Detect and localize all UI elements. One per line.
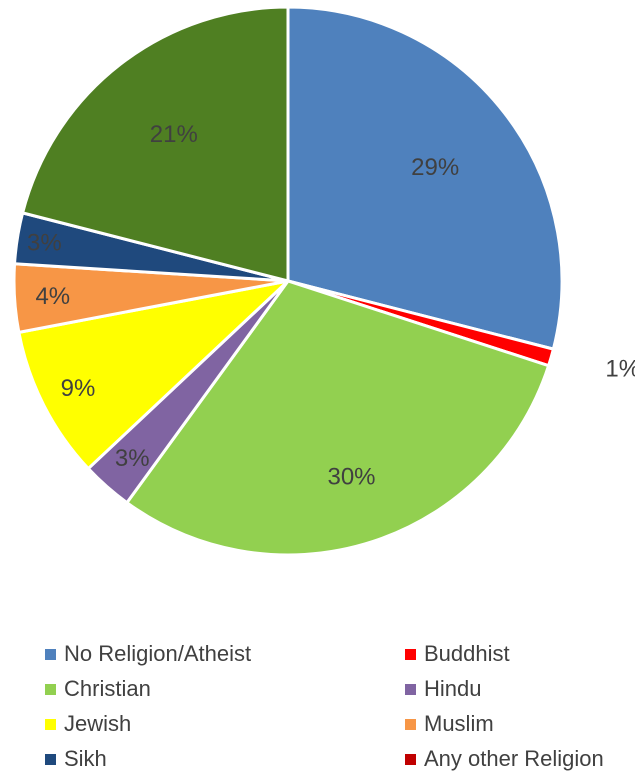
pie-slice-any-other-religion [21, 5, 290, 283]
legend-item-no-religion: No Religion/Atheist [45, 640, 405, 668]
legend-item-jewish: Jewish [45, 710, 405, 738]
legend-item-christian: Christian [45, 675, 405, 703]
pie-slice-jewish [17, 279, 290, 471]
legend-label: Christian [64, 676, 151, 701]
data-label-sikh: 3% [27, 229, 62, 256]
legend-item-sikh: Sikh [45, 745, 405, 773]
legend-label: Jewish [64, 711, 132, 736]
legend-label: Any other Religion [424, 746, 604, 771]
legend-label: Buddhist [424, 641, 510, 666]
data-label-hindu: 3% [115, 445, 150, 472]
legend-item-hindu: Hindu [405, 675, 635, 703]
legend-swatch [405, 683, 416, 695]
legend-swatch [405, 753, 416, 765]
legend-swatch [405, 648, 416, 660]
legend-swatch [45, 648, 56, 660]
data-label-buddhist: 1% [605, 356, 635, 383]
legend-item-buddhist: Buddhist [405, 640, 635, 668]
legend-label: No Religion/Atheist [64, 641, 252, 666]
data-label-christian: 30% [327, 463, 375, 490]
legend-label: Muslim [424, 711, 494, 736]
legend-swatch [45, 753, 56, 765]
legend-swatch [45, 718, 56, 730]
pie-chart: 29% 1% 30% 3% 9% 4% 3% 21% [12, 5, 635, 557]
data-label-jewish: 9% [61, 375, 96, 402]
legend: No Religion/Atheist Buddhist Christian H… [45, 640, 635, 773]
pie-slice-christian [125, 279, 551, 557]
legend-swatch [45, 683, 56, 695]
pie-slice-no-religion-atheist [286, 5, 564, 351]
legend-label: Hindu [424, 676, 482, 701]
legend-swatch [405, 718, 416, 730]
legend-label: Sikh [64, 746, 107, 771]
data-label-no-religion-atheist: 29% [411, 154, 459, 181]
data-label-any-other-religion: 21% [150, 121, 198, 148]
legend-item-muslim: Muslim [405, 710, 635, 738]
legend-item-any-other: Any other Religion [405, 745, 635, 773]
data-label-muslim: 4% [35, 283, 70, 310]
